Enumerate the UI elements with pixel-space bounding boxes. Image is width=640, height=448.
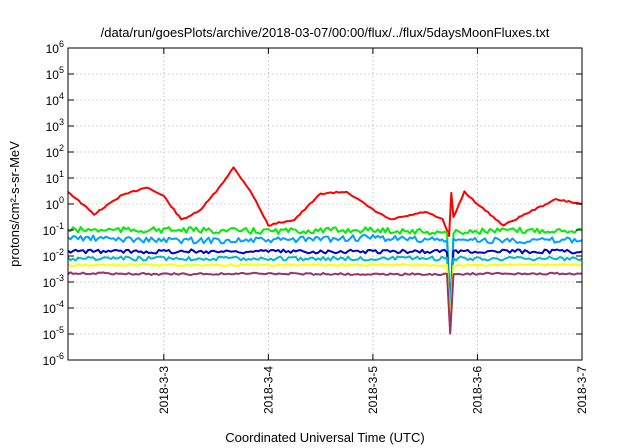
series-line-7 bbox=[67, 271, 582, 335]
series-line-5 bbox=[67, 255, 583, 309]
x-tick-label: 2018-3-5 bbox=[366, 366, 380, 414]
series-line-4 bbox=[67, 248, 583, 311]
series-line-3 bbox=[67, 234, 583, 309]
series-line-2 bbox=[67, 226, 583, 309]
x-tick-label: 2018-3-6 bbox=[470, 366, 484, 414]
x-tick-label: 2018-3-4 bbox=[261, 366, 275, 414]
data-series bbox=[67, 166, 583, 335]
x-axis-ticks: 2018-3-3 2018-3-4 2018-3-5 2018-3-6 2018-3-7 bbox=[157, 48, 589, 414]
chart-title: /data/run/goesPlots/archive/2018-03-07/0… bbox=[101, 25, 550, 40]
y-axis-label: protons/cm²-s-sr-MeV bbox=[7, 141, 22, 267]
y-axis-ticks: 10-610-510-410-310-210-11001011021031041… bbox=[43, 39, 582, 368]
series-line-1 bbox=[67, 166, 583, 238]
series-line-6 bbox=[67, 263, 583, 328]
x-tick-label: 2018-3-3 bbox=[157, 366, 171, 414]
x-axis-label: Coordinated Universal Time (UTC) bbox=[225, 430, 424, 445]
x-tick-label: 2018-3-7 bbox=[575, 366, 589, 414]
